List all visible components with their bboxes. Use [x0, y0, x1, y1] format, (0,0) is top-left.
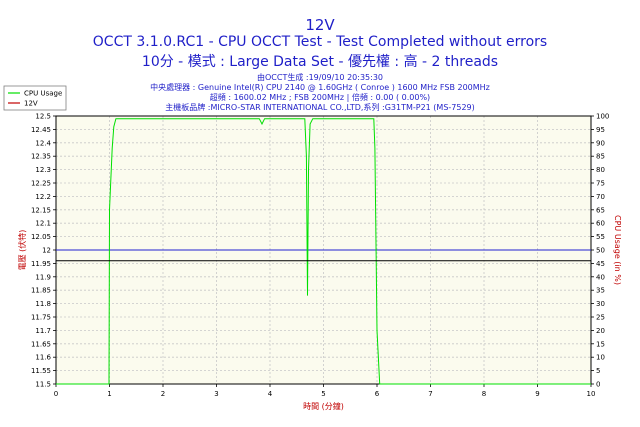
legend-box — [3, 85, 67, 111]
y-tick-label-left: 11.5 — [35, 381, 51, 389]
y-tick-label-right: 5 — [596, 367, 600, 375]
x-axis-label: 時間 (分鐘) — [303, 401, 344, 411]
y-tick-label-right: 20 — [596, 327, 605, 335]
y-tick-label-right: 0 — [596, 381, 600, 389]
y-tick-label-left: 11.55 — [31, 367, 51, 375]
chart-subtitle: OCCT 3.1.0.RC1 - CPU OCCT Test - Test Co… — [92, 34, 548, 50]
chart-title: 12V — [305, 16, 335, 34]
x-tick-label: 0 — [54, 390, 58, 398]
y-tick-label-right: 60 — [596, 220, 605, 228]
y-axis-label-right: CPU Usage (in %) — [613, 215, 622, 285]
y-tick-label-left: 11.6 — [35, 354, 51, 362]
legend-entry: CPU Usage — [24, 90, 62, 98]
y-tick-label-left: 12.1 — [35, 220, 51, 228]
y-tick-label-right: 90 — [596, 139, 605, 147]
info-cpu: 中央處理器 : Genuine Intel(R) CPU 2140 @ 1.60… — [150, 83, 490, 92]
y-tick-label-right: 95 — [596, 126, 605, 134]
x-tick-label: 8 — [482, 390, 486, 398]
info-motherboard: 主機板品牌 :MICRO-STAR INTERNATIONAL CO.,LTD,… — [165, 103, 475, 112]
y-tick-label-right: 15 — [596, 340, 605, 348]
y-axis-label-left: 電壓 (伏特) — [17, 230, 27, 271]
x-tick-label: 7 — [428, 390, 432, 398]
y-tick-label-left: 11.85 — [31, 287, 51, 295]
y-tick-label-left: 12.4 — [35, 139, 51, 147]
y-tick-label-left: 12.15 — [31, 206, 51, 214]
x-tick-label: 10 — [587, 390, 596, 398]
chart-subtitle-2: 10分 - 模式 : Large Data Set - 優先權 : 高 - 2 … — [141, 54, 499, 70]
y-tick-label-left: 12.2 — [35, 193, 51, 201]
info-generated: 由OCCT生成 :19/09/10 20:35:30 — [257, 73, 383, 82]
y-tick-label-left: 12 — [42, 247, 51, 255]
y-tick-label-right: 25 — [596, 314, 605, 322]
y-tick-label-left: 11.95 — [31, 260, 51, 268]
y-tick-label-left: 11.9 — [35, 273, 51, 281]
y-tick-label-right: 70 — [596, 193, 605, 201]
y-tick-label-right: 40 — [596, 273, 605, 281]
y-tick-label-right: 50 — [596, 247, 605, 255]
y-tick-label-right: 65 — [596, 206, 605, 214]
y-tick-label-left: 11.8 — [35, 300, 51, 308]
info-frequency: 超頻 : 1600.02 MHz ; FSB 200MHz | 倍頻 : 0.0… — [209, 93, 431, 102]
series-line-cpu-usage — [56, 118, 591, 385]
y-tick-label-right: 75 — [596, 180, 605, 188]
y-tick-label-right: 10 — [596, 354, 605, 362]
x-tick-label: 1 — [107, 390, 111, 398]
x-tick-label: 4 — [268, 390, 273, 398]
legend-entry: 12V — [24, 100, 38, 108]
y-tick-label-right: 80 — [596, 166, 605, 174]
y-tick-label-right: 85 — [596, 153, 605, 161]
y-tick-label-right: 35 — [596, 287, 605, 295]
y-tick-label-left: 12.25 — [31, 180, 51, 188]
y-tick-label-left: 12.3 — [35, 166, 51, 174]
y-tick-label-left: 12.45 — [31, 126, 51, 134]
y-tick-label-left: 11.7 — [35, 327, 51, 335]
x-tick-label: 6 — [375, 390, 380, 398]
x-tick-label: 3 — [214, 390, 218, 398]
y-tick-label-left: 12.35 — [31, 153, 51, 161]
y-tick-label-right: 45 — [596, 260, 605, 268]
x-tick-label: 9 — [535, 390, 539, 398]
y-tick-label-right: 100 — [596, 113, 609, 121]
y-tick-label-right: 55 — [596, 233, 605, 241]
y-tick-label-left: 11.65 — [31, 340, 51, 348]
x-tick-label: 2 — [161, 390, 165, 398]
y-tick-label-left: 12.05 — [31, 233, 51, 241]
y-tick-label-left: 11.75 — [31, 314, 51, 322]
y-tick-label-left: 12.5 — [35, 113, 51, 121]
x-tick-label: 5 — [321, 390, 325, 398]
y-tick-label-right: 30 — [596, 300, 605, 308]
